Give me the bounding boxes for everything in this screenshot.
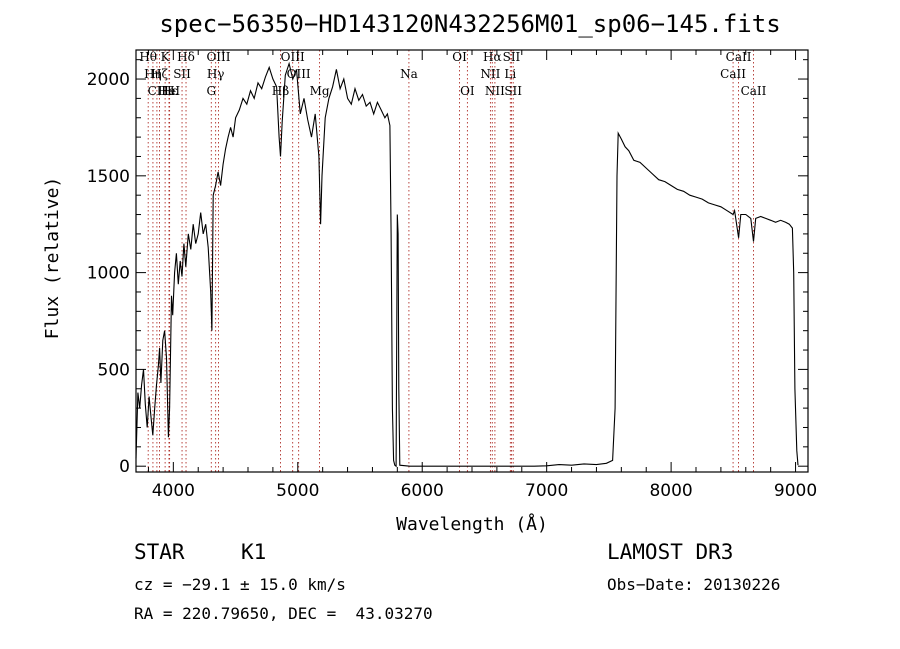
spectral-line-label: OIII: [281, 50, 305, 64]
x-tick-label: 7000: [525, 481, 568, 501]
spectral-line-label: Mg: [310, 84, 330, 98]
chart-title: spec−56350−HD143120N432256M01_sp06−145.f…: [159, 10, 780, 38]
spectral-line-label: Hβ: [272, 84, 289, 98]
spectral-line-label: NII: [480, 67, 500, 81]
spectral-line-label: CII: [148, 84, 167, 98]
spectral-line-label: Hε: [161, 84, 178, 98]
x-tick-label: 8000: [649, 481, 692, 501]
spectral-line-label: K: [161, 50, 171, 64]
x-axis-ticks: 4000 5000 6000 7000 8000 9000: [147, 50, 817, 501]
spectral-line-label: Na: [400, 67, 418, 81]
spectral-line-label: Hδ: [177, 50, 195, 64]
observation-date: Obs−Date: 20130226: [607, 575, 781, 594]
spectral-line-label: H: [164, 84, 174, 98]
spectral-line-label: Hγ: [207, 67, 225, 81]
y-tick-label: 2000: [87, 70, 130, 90]
y-tick-label: 0: [119, 457, 130, 477]
spectral-line-label: Li: [504, 67, 516, 81]
x-tick-label: 6000: [401, 481, 444, 501]
y-axis-label: Flux (relative): [42, 177, 63, 340]
spectral-line-label: HeI: [158, 84, 181, 98]
spectral-line-label: OIII: [287, 67, 311, 81]
y-axis-ticks: 0 500 1000 1500 2000: [87, 59, 808, 477]
spectral-line-label: Hη: [144, 67, 162, 81]
spectral-line-label: Hα: [483, 50, 502, 64]
spectral-line-markers: [147, 50, 754, 472]
x-axis-label: Wavelength (Å): [396, 513, 548, 535]
spectral-line-label: CaII: [720, 67, 746, 81]
spectral-line-label: NII: [485, 84, 505, 98]
object-type: STAR: [134, 540, 185, 564]
y-tick-label: 500: [98, 360, 130, 380]
spectral-line-label: CaII: [726, 50, 752, 64]
spectral-line-label: SII: [503, 50, 521, 64]
spectral-line-labels: Hθ Hη CII K Hζ HeI Hδ SII HεH OIII Hγ G OIII OIII Hβ Mg…: [139, 50, 766, 98]
spectral-line-label: OIII: [206, 50, 230, 64]
spectral-line-label: OI: [460, 84, 475, 98]
spectrum-line: [135, 61, 799, 468]
spectral-line-label: SII: [504, 84, 522, 98]
spectral-line-label: Hζ: [151, 67, 168, 81]
plot-frame: [135, 49, 809, 473]
spectral-line-label: SII: [173, 67, 191, 81]
spectral-line-label: Hθ: [139, 50, 157, 64]
x-tick-label: 9000: [774, 481, 817, 501]
y-tick-label: 1500: [87, 167, 130, 187]
redshift-velocity: cz = −29.1 ± 15.0 km/s: [134, 575, 346, 594]
survey-name: LAMOST DR3: [607, 540, 734, 564]
coordinates: RA = 220.79650, DEC = 43.03270: [134, 604, 433, 623]
spectral-line-label: CaII: [741, 84, 767, 98]
spectral-line-label: G: [206, 84, 216, 98]
spectral-line-label: OI: [452, 50, 467, 64]
y-tick-label: 1000: [87, 264, 130, 284]
x-tick-label: 4000: [152, 481, 195, 501]
x-tick-label: 5000: [276, 481, 319, 501]
subclass: K1: [241, 540, 267, 564]
